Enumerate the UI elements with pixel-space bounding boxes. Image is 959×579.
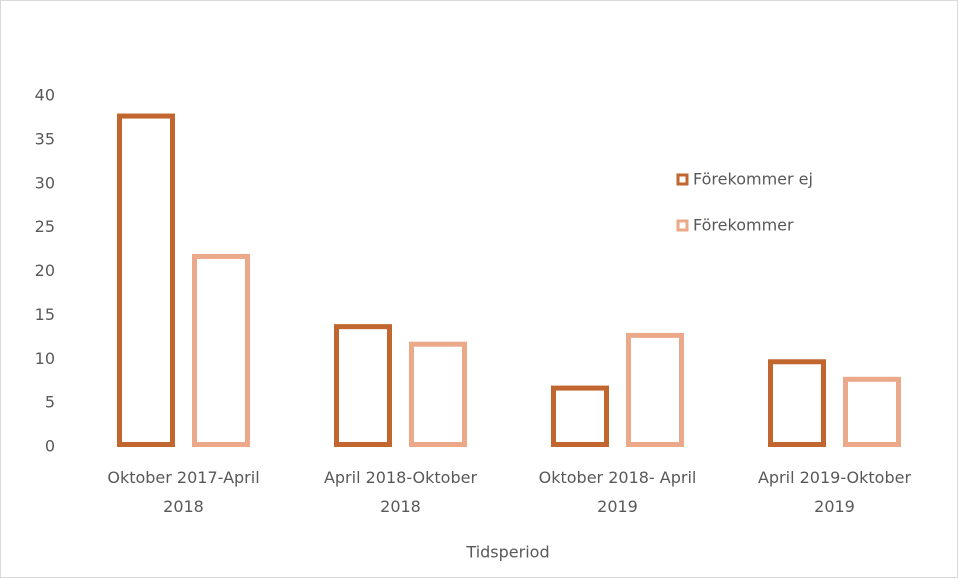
y-tick-label: 30 (35, 173, 55, 192)
bar (626, 332, 684, 447)
y-tick-label: 35 (35, 129, 55, 148)
x-tick-label: Oktober 2017-April 2018 (107, 468, 259, 516)
legend-swatch (676, 173, 689, 186)
y-tick-label: 10 (35, 349, 55, 368)
bar (409, 341, 467, 448)
y-tick-label: 5 (45, 393, 55, 412)
legend-label: Förekommer (693, 216, 794, 235)
bar (192, 253, 250, 448)
x-tick-label: April 2018-Oktober 2018 (324, 468, 478, 516)
bar (768, 359, 826, 447)
y-tick-label: 25 (35, 217, 55, 236)
bar (334, 324, 392, 447)
x-axis-label: Tidsperiod (465, 543, 549, 562)
y-tick-label: 15 (35, 305, 55, 324)
y-tick-label: 20 (35, 261, 55, 280)
bar (551, 385, 609, 448)
y-tick-label: 40 (35, 86, 55, 105)
x-tick-label: April 2019-Oktober 2019 (758, 468, 912, 516)
legend-label: Förekommer ej (693, 170, 813, 189)
x-tick-label: Oktober 2018- April 2019 (539, 468, 697, 516)
y-tick-label: 0 (45, 437, 55, 456)
legend-swatch (676, 219, 689, 232)
bar (117, 113, 175, 448)
bar (843, 376, 901, 447)
